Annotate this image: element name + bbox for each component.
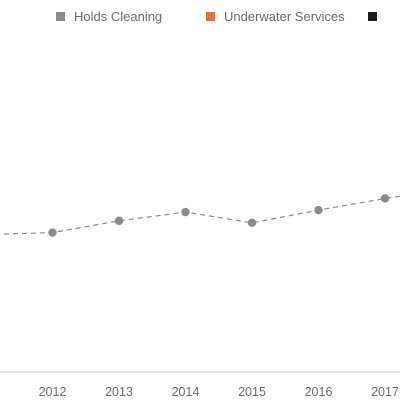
x-tick-label: 2012 <box>39 385 67 399</box>
legend-entry[interactable]: Underwater Services <box>206 9 345 24</box>
data-point[interactable] <box>114 216 124 226</box>
legend-swatch <box>206 12 215 21</box>
legend-entry[interactable]: Holds Cleaning <box>56 9 162 24</box>
legend-swatch <box>56 12 65 21</box>
legend-swatch <box>368 12 377 21</box>
series-lines <box>0 195 400 235</box>
x-tick-label: 2016 <box>305 385 333 399</box>
legend-label: Underwater Services <box>224 9 345 24</box>
x-tick-label: 2015 <box>238 385 266 399</box>
x-tick-label: 2014 <box>172 385 200 399</box>
series-line <box>0 195 400 235</box>
legend-label: Holds Cleaning <box>74 9 162 24</box>
x-tick-label: 2017 <box>371 385 399 399</box>
data-point[interactable] <box>181 207 190 217</box>
data-point[interactable] <box>48 228 57 237</box>
legend-entry[interactable] <box>368 12 377 21</box>
x-tick-label: 2013 <box>105 385 133 399</box>
series-points <box>48 194 390 237</box>
data-point[interactable] <box>247 218 257 228</box>
data-point[interactable] <box>380 194 390 203</box>
x-axis-tick-labels: 20112012201320142015201620172018 <box>39 385 399 399</box>
data-point[interactable] <box>314 205 323 215</box>
